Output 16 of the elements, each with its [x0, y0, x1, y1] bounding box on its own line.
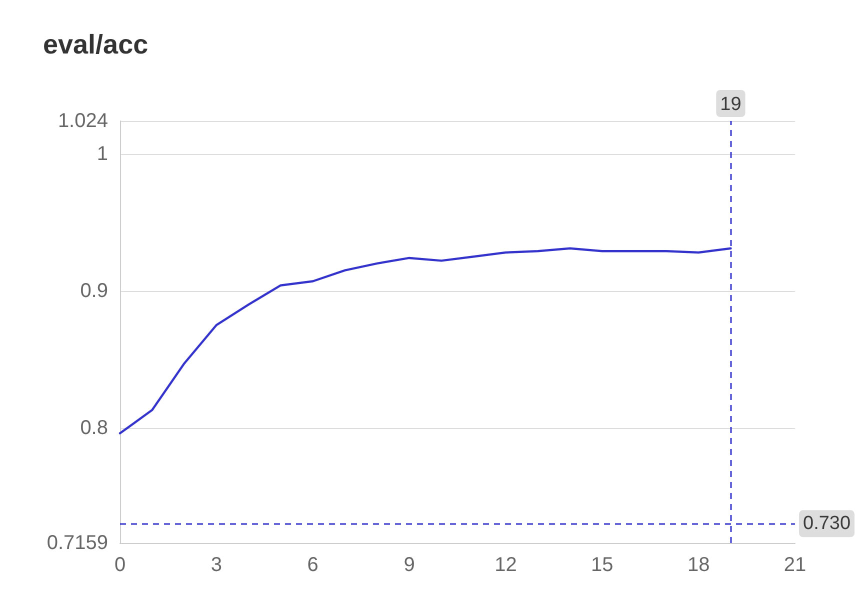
x-tick-label: 3 [210, 554, 222, 576]
x-tick-label: 15 [591, 554, 614, 576]
x-tick-label: 0 [114, 554, 126, 576]
y-tick-label: 0.7159 [46, 532, 108, 554]
ref-line-label: 0.730 [803, 513, 851, 534]
chart-title: eval/acc [43, 30, 148, 60]
y-tick-label: 0.9 [80, 280, 108, 302]
y-tick-label: 1 [96, 142, 108, 165]
x-tick-label: 9 [404, 554, 415, 576]
x-tick-label: 21 [784, 554, 806, 576]
x-tick-label: 18 [687, 554, 710, 576]
ref-line-label: 19 [720, 94, 742, 115]
x-tick-label: 12 [494, 554, 517, 576]
y-tick-label: 0.8 [80, 416, 108, 439]
y-tick-label: 1.024 [58, 110, 108, 132]
x-tick-label: 6 [307, 554, 318, 576]
